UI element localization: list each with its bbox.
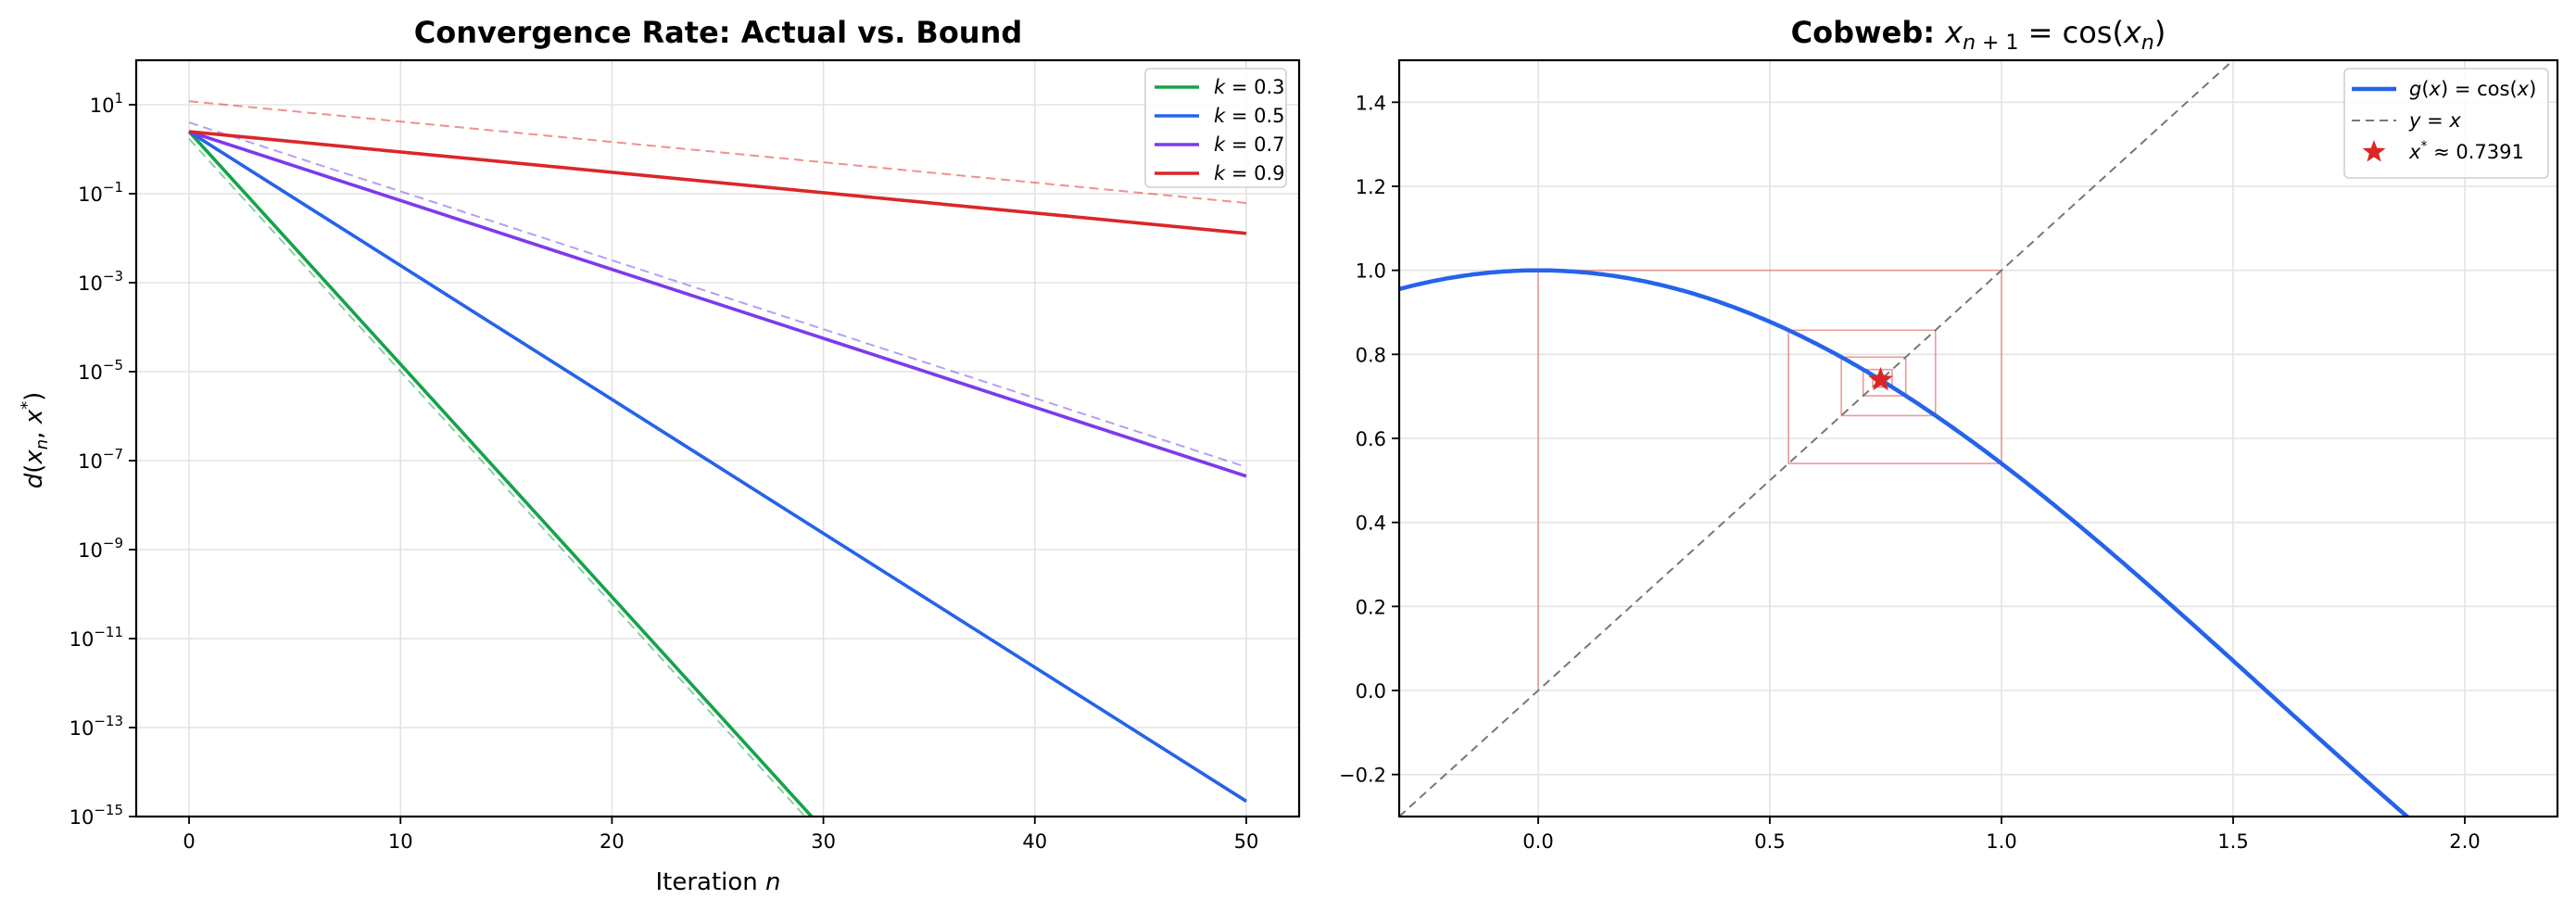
legend-frame <box>1144 68 1287 188</box>
x-tick-label: 1.5 <box>2217 830 2248 853</box>
convergence-legend: k = 0.3 k = 0.5 k = 0.7 k = 0.9 <box>1144 68 1287 188</box>
bound-line <box>188 100 1247 205</box>
convergence-panel: Convergence Rate: Actual vs. Bound 0 10 20… <box>18 15 1301 896</box>
y-tick-label: 0.0 <box>1356 680 1386 703</box>
actual-line <box>188 130 1247 235</box>
convergence-ylabel: d(xn, x*) <box>18 392 52 489</box>
actual-line <box>187 130 814 817</box>
x-tick-label: 40 <box>1022 830 1047 853</box>
cobweb-title: Cobweb: xn + 1 = cos(xn) <box>1791 15 2166 55</box>
actual-line <box>188 130 1247 478</box>
x-tick-label: 20 <box>600 830 625 853</box>
convergence-title: Convergence Rate: Actual vs. Bound <box>414 15 1023 50</box>
x-tick-label: 0 <box>183 830 195 853</box>
x-tick-label: 30 <box>811 830 836 853</box>
y-tick-label: 1.2 <box>1356 176 1386 198</box>
y-tick-label: 10−11 <box>69 624 123 651</box>
y-tick-label: 10−1 <box>78 179 123 206</box>
actual-line <box>188 130 1247 803</box>
legend-label: k = 0.3 <box>1214 76 1285 98</box>
legend-label: k = 0.7 <box>1214 133 1285 156</box>
legend-star-icon <box>2362 140 2386 162</box>
bound-line <box>188 121 1247 468</box>
y-tick-label: 0.6 <box>1356 428 1386 450</box>
y-tick-label: 0.4 <box>1356 513 1386 535</box>
xlabel-text: Iteration <box>655 868 765 896</box>
legend-label: y = x <box>2408 109 2461 132</box>
cobweb-panel: Cobweb: xn + 1 = cos(xn) 0.0 0.5 1.0 1.5 2.0… <box>1339 15 2559 853</box>
cobweb-lines <box>1399 60 2411 817</box>
convergence-xlabel: Iteration n <box>655 868 780 896</box>
cobweb-legend: g(x) = cos(x) y = x x* ≈ 0.7391 <box>2343 68 2549 179</box>
y-tick-label: 0.8 <box>1356 344 1386 366</box>
cos-curve <box>1399 268 2411 817</box>
identity-line <box>1399 60 2234 817</box>
legend-label: g(x) = cos(x) <box>2409 78 2536 100</box>
y-tick-label: 0.2 <box>1356 596 1386 618</box>
x-tick-label: 0.0 <box>1522 830 1553 853</box>
x-tick-label: 50 <box>1234 830 1259 853</box>
xlabel-n: n <box>765 868 780 896</box>
convergence-grid <box>136 60 1299 817</box>
x-tick-label: 0.5 <box>1754 830 1785 853</box>
y-tick-label: 10−5 <box>78 357 123 384</box>
y-tick-label: 1.4 <box>1356 92 1386 114</box>
y-tick-label: 101 <box>90 90 123 117</box>
cobweb-title-bold: Cobweb: <box>1791 15 1935 50</box>
legend-label: k = 0.5 <box>1214 105 1285 127</box>
y-tick-label: 10−7 <box>78 446 123 473</box>
x-tick-label: 2.0 <box>2449 830 2480 853</box>
y-tick-label: −0.2 <box>1339 765 1386 787</box>
convergence-lines <box>187 100 1247 817</box>
y-tick-label: 1.0 <box>1356 260 1386 283</box>
y-tick-label: 10−15 <box>69 802 123 829</box>
x-tick-label: 10 <box>388 830 413 853</box>
cobweb-ticks: 0.0 0.5 1.0 1.5 2.0 −0.2 0.0 0.2 0.4 0.6 0.8 1.0 1.2… <box>1339 92 2481 853</box>
convergence-ticks: 0 10 20 30 40 50 101 10−1 10−3 10−5 10−7 10−9 10−11 1… <box>69 90 1259 853</box>
legend-label: x* ≈ 0.7391 <box>2408 139 2524 163</box>
x-tick-label: 1.0 <box>1986 830 2016 853</box>
legend-frame <box>2343 68 2549 179</box>
legend-label: k = 0.9 <box>1214 162 1285 184</box>
convergence-plot-frame <box>134 58 1301 818</box>
bound-line <box>188 138 807 817</box>
y-tick-label: 10−3 <box>78 268 123 295</box>
y-tick-label: 10−9 <box>78 535 123 562</box>
y-tick-label: 10−13 <box>69 713 123 740</box>
fixed-point-star-icon <box>1868 366 1893 391</box>
